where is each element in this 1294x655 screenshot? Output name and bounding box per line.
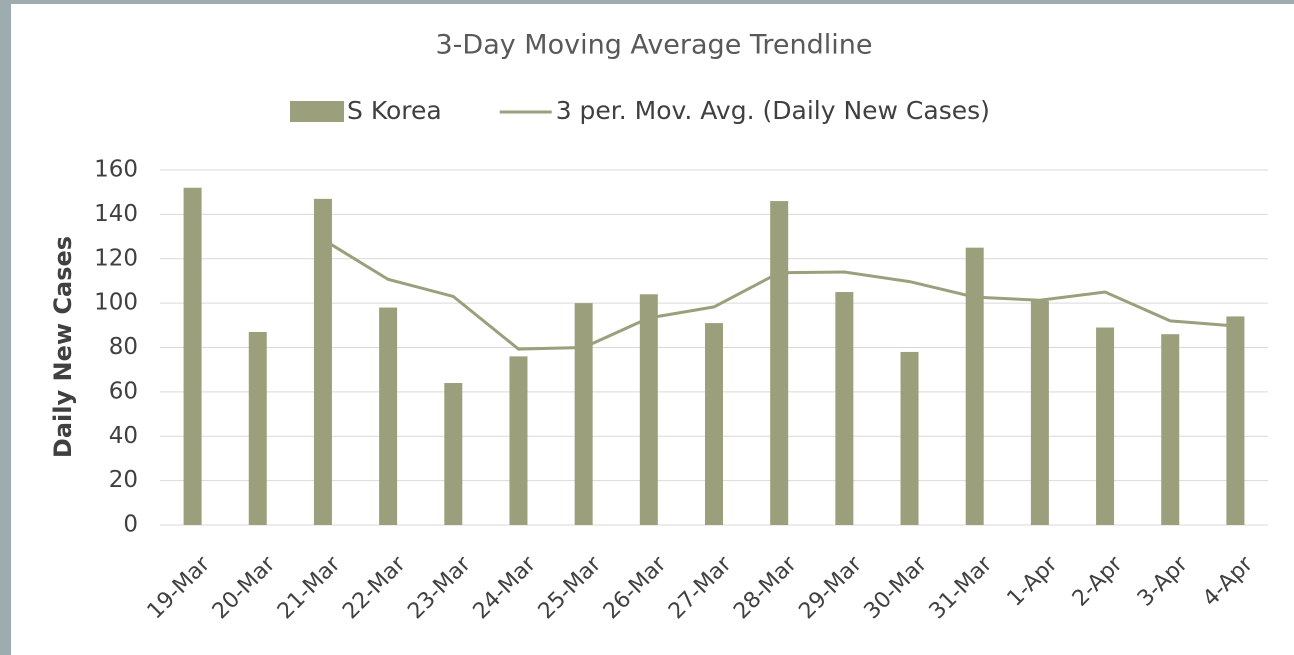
- y-tick-label: 120: [94, 245, 138, 271]
- top-border: [0, 0, 1294, 4]
- y-tick-label: 0: [123, 512, 138, 538]
- bar: [509, 356, 528, 525]
- bar: [313, 198, 332, 525]
- y-tick-label: 140: [94, 201, 138, 227]
- bar: [705, 323, 723, 525]
- y-tick-label: 100: [94, 290, 138, 316]
- bar: [900, 351, 919, 525]
- left-border: [0, 0, 11, 655]
- bar: [574, 303, 593, 525]
- y-axis-label: Daily New Cases: [49, 236, 77, 458]
- bar: [379, 307, 398, 525]
- y-tick-label: 60: [109, 378, 138, 404]
- bar: [1096, 327, 1115, 525]
- y-tick-label: 20: [109, 467, 138, 493]
- bar: [444, 383, 463, 525]
- bar: [639, 294, 658, 525]
- bar: [965, 247, 984, 525]
- bar: [248, 331, 267, 525]
- bar: [1226, 316, 1245, 525]
- y-tick-label: 80: [109, 334, 138, 360]
- bar: [183, 187, 202, 525]
- bar: [1030, 300, 1049, 525]
- trend-line: [322, 238, 1236, 351]
- bar: [835, 292, 854, 525]
- legend-label: S Korea: [347, 96, 442, 125]
- legend-swatch: [290, 101, 344, 122]
- bar: [1161, 334, 1180, 525]
- legend-label: 3 per. Mov. Avg. (Daily New Cases): [556, 96, 990, 125]
- y-tick-label: 160: [94, 157, 138, 183]
- bar: [770, 201, 789, 525]
- chart-title: 3-Day Moving Average Trendline: [435, 30, 872, 61]
- y-tick-label: 40: [109, 423, 138, 449]
